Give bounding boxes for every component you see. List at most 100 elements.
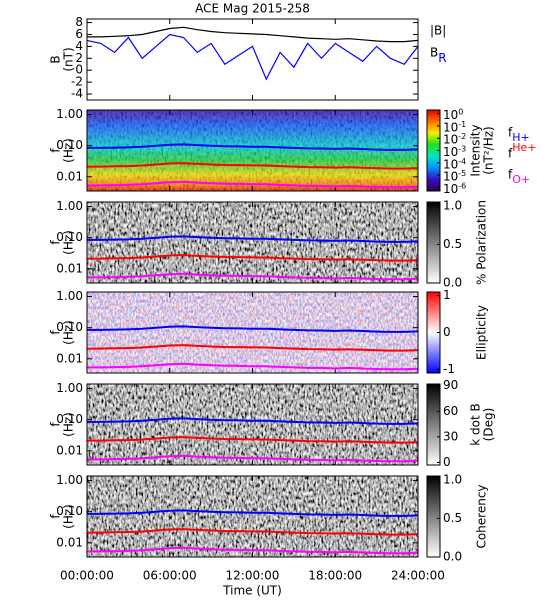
y-tick-label: 0.01 — [56, 351, 83, 365]
y-tick-label: 1.00 — [56, 473, 83, 487]
colorbar — [426, 201, 441, 284]
y-tick-label: 8 — [75, 15, 83, 29]
x-tick-label: 18:00:00 — [308, 569, 362, 583]
y-tick-label: -2 — [71, 75, 83, 89]
plot-frame — [86, 201, 419, 284]
plot-frame — [86, 109, 419, 192]
y-tick-label: 0.10 — [56, 412, 83, 426]
x-tick-label: 06:00:00 — [143, 569, 197, 583]
colorbar-tick-label: 0.5 — [443, 237, 462, 251]
colorbar-label: Intensity — [469, 124, 483, 176]
series-line — [87, 454, 419, 463]
spectrogram-texture — [87, 292, 418, 373]
x-tick-label: 12:00:00 — [226, 569, 280, 583]
y-tick-label: 1.00 — [56, 199, 83, 213]
colorbar-label: k dot B — [469, 403, 483, 445]
x-tick-label: 00:00:00 — [60, 569, 114, 583]
y-axis-label: f — [49, 240, 63, 245]
colorbar-label: Ellipticity — [475, 305, 489, 360]
legend-label: fH+ — [508, 126, 530, 145]
plot-frame — [86, 18, 419, 101]
colorbar-tick-exponent: 0 — [458, 107, 463, 116]
chart-title: ACE Mag 2015-258 — [195, 2, 310, 16]
colorbar-label: Coherency — [475, 484, 489, 548]
series-line — [87, 162, 419, 170]
y-tick-label: 0.10 — [56, 230, 83, 244]
colorbar-tick-label: -1 — [443, 362, 455, 376]
series-line — [87, 26, 419, 43]
y-tick-label: 2 — [75, 51, 83, 65]
colorbar-tick-label: 1.0 — [443, 472, 462, 486]
y-axis-label: (Hz) — [62, 230, 76, 255]
series-line — [87, 417, 419, 425]
legend-subscript: O+ — [512, 173, 530, 186]
legend-label: BR — [430, 46, 447, 65]
colorbar-tick-label: 0.0 — [443, 276, 462, 290]
y-tick-label: 4 — [75, 39, 83, 53]
colorbar-label: % Polarization — [475, 200, 489, 285]
y-axis-label: (nT) — [62, 47, 76, 71]
legend-subscript: H+ — [512, 131, 530, 144]
colorbar-tick-label: 30 — [443, 429, 458, 443]
colorbar — [426, 383, 441, 466]
y-tick-label: 0 — [75, 63, 83, 77]
colorbar-tick-label: 0.5 — [443, 511, 462, 525]
plot-frame — [86, 291, 419, 374]
series-line — [87, 344, 419, 352]
y-axis-label: f — [49, 514, 63, 519]
y-tick-label: 0.10 — [56, 138, 83, 152]
series-line — [86, 33, 419, 81]
series-line — [87, 272, 419, 281]
series-line — [87, 254, 419, 262]
y-axis-label: f — [49, 422, 63, 427]
y-tick-label: 1.00 — [56, 107, 83, 121]
y-tick-label: 1.00 — [56, 381, 83, 395]
x-axis-label: Time (UT) — [222, 584, 282, 598]
colorbar-tick-exponent: -1 — [458, 119, 466, 128]
x-tick-label: 24:00:00 — [391, 569, 445, 583]
y-tick-label: 1.00 — [56, 289, 83, 303]
y-tick-label: 0.01 — [56, 169, 83, 183]
y-axis-label: f — [49, 148, 63, 153]
colorbar-label: (Deg) — [482, 408, 496, 442]
y-tick-label: -4 — [71, 87, 83, 101]
y-axis-label: (Hz) — [62, 320, 76, 345]
colorbar-tick-exponent: -6 — [458, 181, 466, 190]
colorbar-tick-label: 1 — [443, 288, 451, 302]
series-line — [87, 235, 419, 243]
y-tick-label: 0.01 — [56, 443, 83, 457]
y-tick-label: 0.01 — [56, 535, 83, 549]
colorbar-tick-label: 90 — [443, 378, 458, 392]
y-tick-label: 0.10 — [56, 320, 83, 334]
series-line — [87, 325, 419, 333]
colorbar-tick-label: 0.0 — [443, 550, 462, 564]
colorbar-tick-label: 0 — [443, 325, 451, 339]
series-line — [87, 180, 419, 189]
y-axis-label: f — [49, 330, 63, 335]
colorbar-tick-exponent: -4 — [458, 156, 466, 165]
series-line — [87, 362, 419, 371]
series-line — [87, 436, 419, 444]
legend-label: fO+ — [508, 168, 530, 187]
colorbar-tick-exponent: -3 — [458, 144, 466, 153]
colorbar-tick-label: 10-6 — [443, 181, 466, 196]
series-line — [87, 528, 419, 536]
y-tick-label: 0.10 — [56, 504, 83, 518]
colorbar — [426, 475, 441, 558]
colorbar-tick-label: 1.0 — [443, 198, 462, 212]
y-tick-label: 6 — [75, 27, 83, 41]
spectrogram-texture — [87, 110, 418, 191]
colorbar-tick-label: 60 — [443, 404, 458, 418]
legend-superscript: He+ — [512, 141, 536, 154]
y-tick-label: 0.01 — [56, 261, 83, 275]
colorbar-tick-exponent: -2 — [458, 132, 466, 141]
legend-label: fHe+ — [508, 141, 537, 161]
legend-label: |B| — [430, 24, 446, 38]
colorbar-tick-exponent: -5 — [458, 169, 466, 178]
spectrogram-image — [87, 476, 418, 557]
colorbar-label: (nT²/Hz) — [482, 126, 496, 174]
colorbar-tick-label: 0 — [443, 455, 451, 469]
series-line — [87, 509, 419, 517]
y-axis-label: (Hz) — [62, 504, 76, 529]
